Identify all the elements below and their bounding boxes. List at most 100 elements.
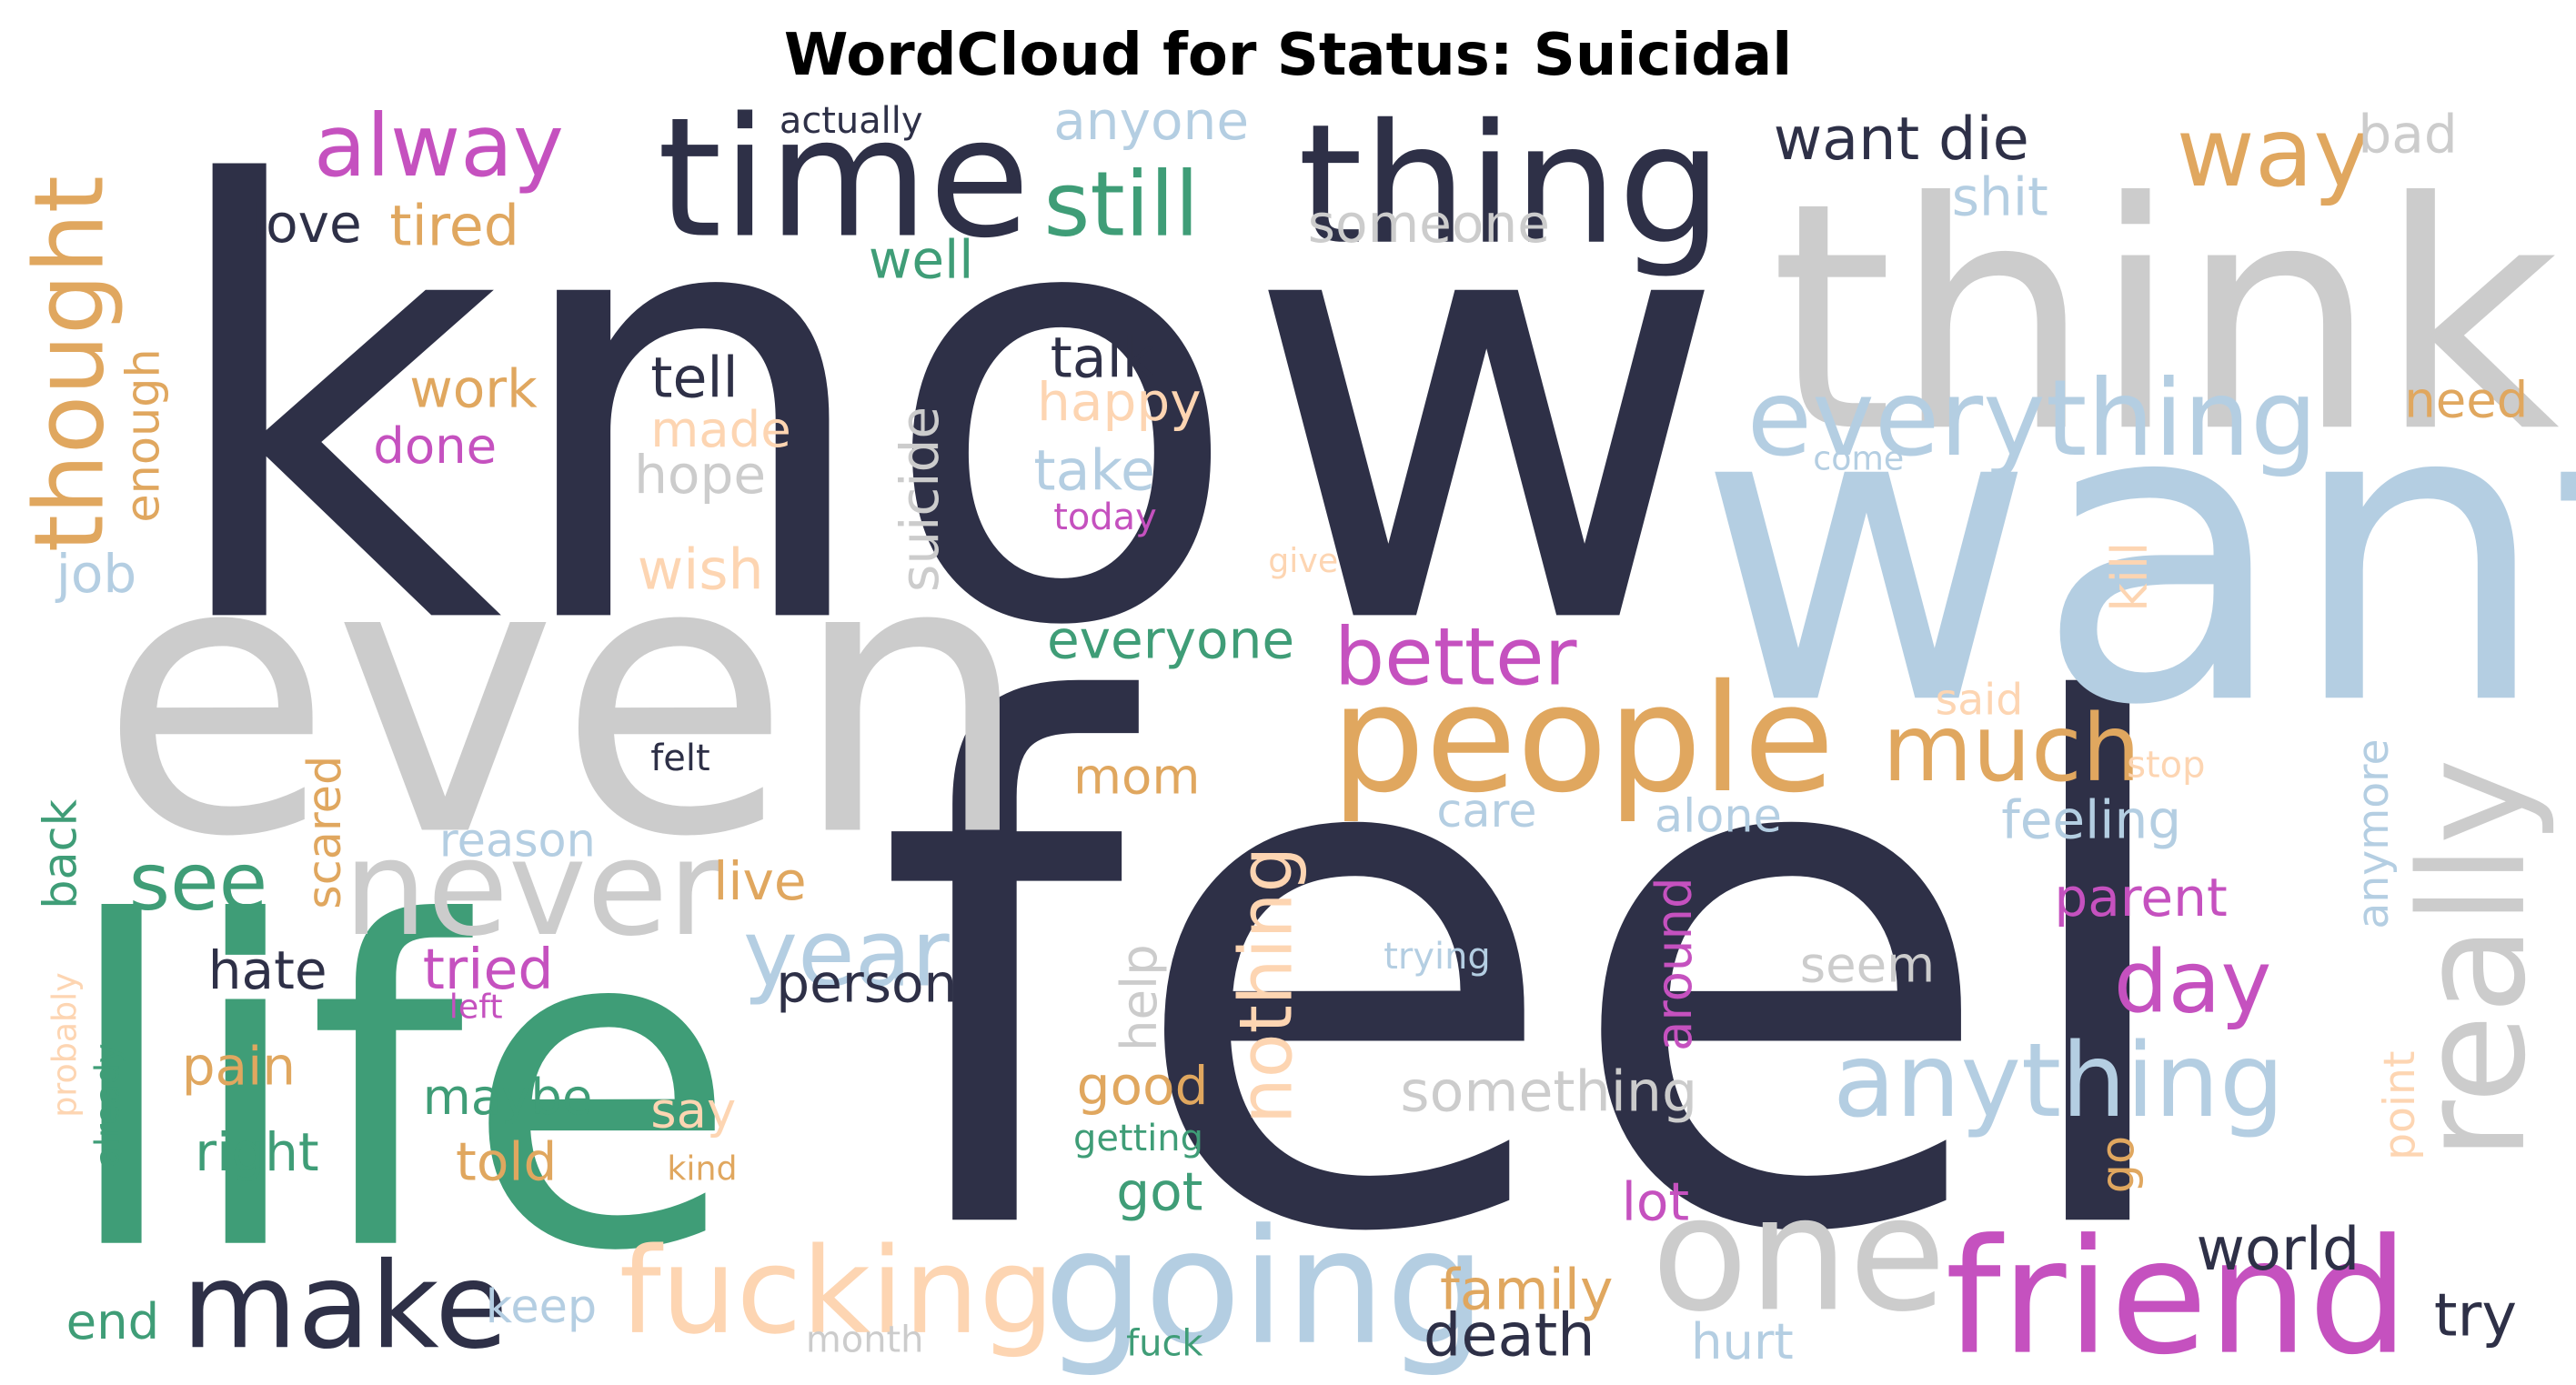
word-come: come — [1813, 438, 1904, 477]
word-fuck: fuck — [1126, 1322, 1203, 1364]
word-good: good — [1077, 1055, 1209, 1117]
word-say: say — [650, 1081, 736, 1139]
word-hate: hate — [208, 939, 327, 1001]
word-felt: felt — [650, 738, 709, 779]
word-something: something — [1400, 1059, 1697, 1124]
word-go: go — [2090, 1136, 2144, 1193]
word-anymore: anymore — [2349, 738, 2399, 928]
word-people: people — [1331, 652, 1835, 826]
word-give: give — [1268, 541, 1338, 580]
word-nothing: nothing — [1224, 847, 1309, 1124]
word-job: job — [55, 543, 137, 605]
word-feeling: feeling — [2001, 789, 2181, 851]
word-point: point — [2375, 1050, 2425, 1159]
word-everything: everything — [1747, 357, 2318, 480]
word-told: told — [456, 1131, 557, 1193]
word-anything: anything — [1833, 1020, 2284, 1140]
word-suicide: suicide — [889, 406, 951, 592]
word-tried: tried — [423, 937, 554, 1002]
word-lot: lot — [1622, 1170, 1689, 1232]
word-kill: kill — [2100, 542, 2158, 612]
word-thought: thought — [14, 176, 126, 552]
word-pain: pain — [182, 1035, 296, 1097]
word-take: take — [1033, 437, 1155, 503]
word-still: still — [1043, 153, 1199, 256]
word-see: see — [129, 836, 268, 928]
word-day: day — [2114, 932, 2272, 1032]
word-care: care — [1436, 784, 1536, 838]
word-tell: tell — [650, 346, 738, 411]
word-already: already — [88, 1044, 127, 1168]
word-live: live — [713, 850, 806, 912]
word-think: think — [1770, 136, 2560, 501]
word-scared: scared — [297, 756, 351, 909]
word-friend: friend — [1946, 1206, 2410, 1385]
word-well: well — [869, 229, 974, 291]
word-made: made — [650, 400, 790, 458]
word-actually: actually — [780, 100, 923, 142]
word-alone: alone — [1655, 788, 1782, 842]
word-life: life — [59, 829, 738, 1349]
word-back: back — [34, 798, 87, 908]
word-wish: wish — [638, 537, 764, 602]
word-hurt: hurt — [1691, 1312, 1794, 1370]
word-way: way — [2177, 96, 2370, 208]
word-end: end — [66, 1292, 160, 1350]
word-one: one — [1651, 1162, 1946, 1347]
word-reason: reason — [439, 814, 596, 868]
word-left: left — [449, 988, 503, 1027]
chart-title: WordCloud for Status: Suicidal — [783, 22, 1793, 89]
word-got: got — [1116, 1160, 1202, 1222]
word-mom: mom — [1073, 748, 1200, 806]
word-help: help — [1110, 944, 1168, 1051]
word-said: said — [1936, 675, 2024, 725]
word-kind: kind — [667, 1149, 737, 1189]
word-feel: feel — [875, 561, 2196, 1385]
word-trying: trying — [1384, 936, 1490, 978]
word-everyone: everyone — [1047, 609, 1294, 671]
word-seem: seem — [1800, 936, 1935, 994]
word-getting: getting — [1073, 1118, 1203, 1159]
word-around: around — [1645, 877, 1703, 1051]
word-fucking: fucking — [619, 1222, 1055, 1360]
word-enough: enough — [116, 348, 169, 522]
word-month: month — [806, 1320, 924, 1361]
word-hope: hope — [634, 444, 766, 506]
word-right: right — [195, 1121, 318, 1183]
word-family: family — [1440, 1257, 1613, 1322]
word-talk: talk — [1051, 326, 1155, 391]
word-today: today — [1053, 497, 1157, 538]
word-never: never — [344, 812, 723, 966]
word-tired: tired — [389, 193, 519, 258]
word-parent: parent — [2054, 867, 2227, 928]
word-happy: happy — [1037, 371, 1202, 433]
word-know: know — [158, 86, 1729, 756]
word-thing: thing — [1298, 88, 1723, 281]
word-want-die: want die — [1774, 105, 2029, 174]
word-anyone: anyone — [1053, 90, 1249, 152]
word-bad: bad — [2358, 104, 2457, 166]
word-work: work — [409, 357, 538, 419]
word-keep: keep — [486, 1280, 597, 1333]
word-someone: someone — [1308, 193, 1550, 255]
word-better: better — [1334, 611, 1577, 704]
word-person: person — [776, 952, 957, 1014]
word-try: try — [2434, 1280, 2517, 1350]
word-make: make — [182, 1237, 508, 1375]
word-want: want — [1697, 316, 2576, 796]
word-time: time — [658, 86, 1031, 275]
word-really: really — [2389, 758, 2558, 1160]
word-going: going — [1043, 1196, 1486, 1380]
word-shit: shit — [1952, 166, 2048, 228]
word-stop: stop — [2127, 744, 2205, 786]
word-even: even — [99, 477, 1032, 919]
word-death: death — [1424, 1300, 1595, 1370]
word-much: much — [1883, 695, 2141, 802]
word-love: love — [251, 193, 362, 255]
word-maybe: maybe — [423, 1068, 593, 1126]
word-world: world — [2196, 1215, 2360, 1284]
word-done: done — [373, 417, 497, 475]
word-probably: probably — [45, 972, 85, 1117]
